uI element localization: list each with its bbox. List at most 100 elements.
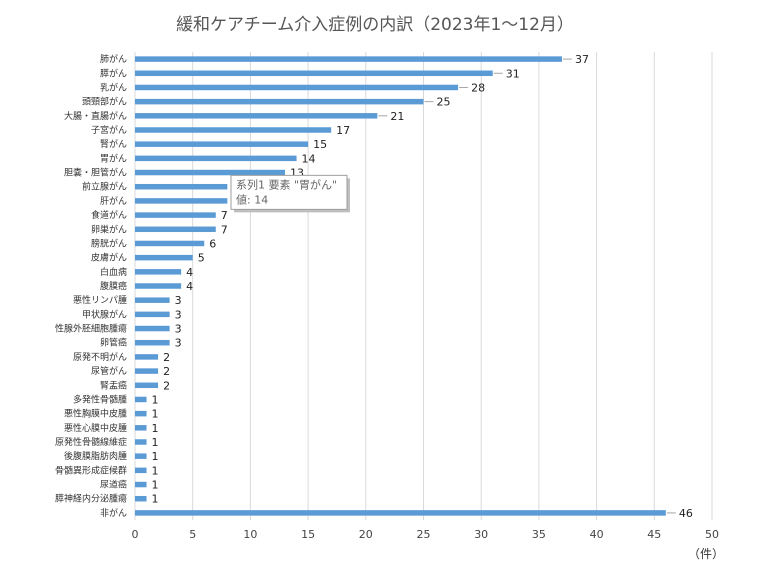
category-label: 腎がん — [100, 138, 127, 150]
bar[interactable] — [135, 410, 147, 417]
tooltip-box — [230, 174, 348, 210]
bar[interactable] — [135, 339, 170, 346]
chart-title: 緩和ケアチーム介入症例の内訳（2023年1～12月） — [176, 15, 574, 35]
data-label: 3 — [175, 308, 182, 321]
data-label: 7 — [221, 223, 228, 236]
category-label: 乳がん — [100, 81, 127, 93]
bar[interactable] — [135, 240, 205, 247]
category-label: 膀胱がん — [91, 237, 127, 249]
bar[interactable] — [135, 269, 182, 275]
x-axis-unit-label: （件） — [688, 547, 724, 561]
bar[interactable] — [135, 141, 309, 147]
bar[interactable] — [135, 183, 228, 190]
category-label: 尿道癌 — [100, 479, 127, 491]
x-tick-label: 30 — [474, 528, 488, 541]
bar[interactable] — [135, 510, 666, 516]
bar[interactable] — [135, 467, 147, 474]
x-tick-label: 15 — [301, 528, 315, 541]
bar[interactable] — [135, 297, 170, 303]
category-label: 後腹膜脂肪肉腫 — [64, 450, 127, 462]
category-label: 肺がん — [100, 53, 127, 65]
bar[interactable] — [135, 169, 286, 176]
tooltip-series-line: 系列1 要素 "胃がん" — [236, 177, 337, 191]
bar[interactable] — [135, 84, 459, 91]
bar[interactable] — [135, 113, 378, 119]
data-label: 1 — [152, 436, 159, 449]
category-label: 甲状腺がん — [82, 308, 127, 320]
x-tick-label: 10 — [243, 528, 257, 541]
category-label: 腎盂癌 — [100, 379, 127, 391]
category-label: 卵管癌 — [100, 337, 127, 349]
data-label: 7 — [221, 209, 228, 222]
bar[interactable] — [135, 439, 147, 445]
category-label: 悪性リンパ腫 — [73, 294, 127, 306]
data-label: 1 — [152, 464, 159, 477]
bar[interactable] — [135, 311, 170, 318]
category-label: 原発不明がん — [73, 351, 127, 363]
bar[interactable] — [135, 155, 297, 162]
data-label: 3 — [175, 294, 182, 307]
data-label: 15 — [313, 138, 327, 151]
category-label: 子宮がん — [91, 124, 127, 136]
data-label: 2 — [163, 379, 170, 392]
category-label: 尿管がん — [91, 365, 127, 377]
bar[interactable] — [135, 425, 147, 431]
data-label: 46 — [679, 507, 693, 520]
category-label: 前立腺がん — [82, 181, 127, 193]
data-tooltip: 系列1 要素 "胃がん" 値: 14 — [230, 174, 350, 213]
x-tick-label: 5 — [189, 528, 196, 541]
category-label: 肝がん — [100, 195, 127, 207]
data-label: 14 — [302, 152, 316, 165]
bar[interactable] — [135, 481, 147, 488]
data-label: 2 — [163, 365, 170, 378]
x-tick-label: 0 — [132, 528, 139, 541]
bar[interactable] — [135, 325, 170, 332]
bar[interactable] — [135, 495, 147, 502]
bar[interactable] — [135, 368, 159, 374]
bars — [135, 56, 666, 516]
bar[interactable] — [135, 127, 332, 133]
category-label: 多発性骨髄腫 — [73, 393, 127, 405]
bar[interactable] — [135, 354, 159, 360]
data-label: 1 — [152, 450, 159, 463]
x-tick-label: 40 — [590, 528, 604, 541]
data-label: 3 — [175, 337, 182, 350]
bar[interactable] — [135, 212, 216, 218]
category-label: 骨髄異形成症候群 — [55, 464, 127, 476]
category-label: 胃がん — [100, 152, 127, 164]
data-label: 5 — [198, 252, 205, 265]
data-label: 4 — [186, 280, 193, 293]
bar[interactable] — [135, 254, 193, 261]
gridlines — [134, 52, 713, 520]
category-label: 腹膜癌 — [100, 280, 127, 292]
bar[interactable] — [135, 198, 228, 204]
category-label: 非がん — [100, 507, 127, 519]
category-label: 原発性骨髄線維症 — [55, 436, 127, 448]
data-label: 1 — [152, 393, 159, 406]
data-label: 17 — [336, 124, 350, 137]
bar[interactable] — [135, 382, 159, 389]
x-tick-label: 35 — [532, 528, 546, 541]
category-label: 性腺外胚細胞腫瘍 — [55, 323, 127, 335]
bar[interactable] — [135, 56, 562, 62]
x-axis-ticks: 0 5 10 15 20 25 30 35 40 45 50 — [132, 528, 720, 541]
category-label: 大腸・直腸がん — [64, 110, 127, 122]
bar[interactable] — [135, 98, 424, 105]
bar[interactable] — [135, 453, 147, 459]
bar[interactable] — [135, 283, 182, 289]
data-label: 1 — [152, 493, 159, 506]
x-tick-label: 50 — [705, 528, 719, 541]
category-label: 膵神経内分泌腫瘍 — [55, 493, 127, 505]
data-label: 6 — [209, 237, 216, 250]
data-label: 1 — [152, 479, 159, 492]
bar[interactable] — [135, 226, 216, 233]
x-tick-label: 20 — [359, 528, 373, 541]
bar[interactable] — [135, 70, 493, 77]
category-label: 食道がん — [91, 209, 127, 221]
category-label: 卵巣がん — [91, 223, 127, 235]
bar[interactable] — [135, 396, 147, 403]
data-label: 1 — [152, 408, 159, 421]
category-labels: 肺がん膵がん乳がん頭頸部がん大腸・直腸がん子宮がん腎がん胃がん胆嚢・胆管がん前立… — [55, 53, 127, 519]
